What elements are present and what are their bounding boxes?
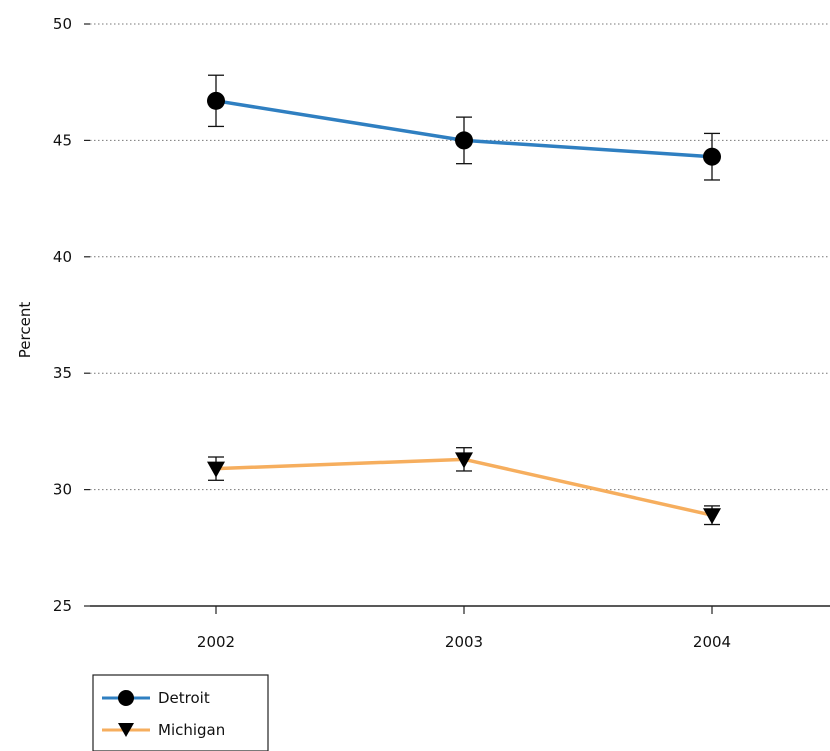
x-tick-label: 2004 <box>693 633 731 651</box>
legend-michigan-marker <box>118 723 134 737</box>
x-tick-label: 2003 <box>445 633 483 651</box>
x-tick-label: 2002 <box>197 633 235 651</box>
data-point-michigan <box>703 508 721 525</box>
legend-box <box>92 674 269 751</box>
data-point-detroit <box>455 131 473 150</box>
gridlines <box>90 23 830 491</box>
legend-michigan-label: Michigan <box>158 721 225 739</box>
y-tick-label: 35 <box>53 364 72 382</box>
legend: Detroit Michigan <box>92 674 269 751</box>
data-point-michigan <box>455 452 473 469</box>
legend-detroit-label: Detroit <box>158 689 210 707</box>
y-tick-label: 40 <box>53 248 72 266</box>
x-axis-ticks: 2002 2003 2004 <box>197 606 731 651</box>
y-tick-label: 50 <box>53 15 72 33</box>
legend-detroit-marker <box>118 690 134 706</box>
y-tick-label: 25 <box>53 597 72 615</box>
y-axis-ticks: 25 30 35 40 45 50 <box>53 15 90 615</box>
data-point-detroit <box>207 91 225 110</box>
y-tick-label: 45 <box>53 131 72 149</box>
data-point-detroit <box>703 147 721 166</box>
y-tick-label: 30 <box>53 481 72 499</box>
series-layer <box>207 74 721 526</box>
y-axis-title: Percent <box>16 302 34 359</box>
data-point-michigan <box>207 461 225 478</box>
